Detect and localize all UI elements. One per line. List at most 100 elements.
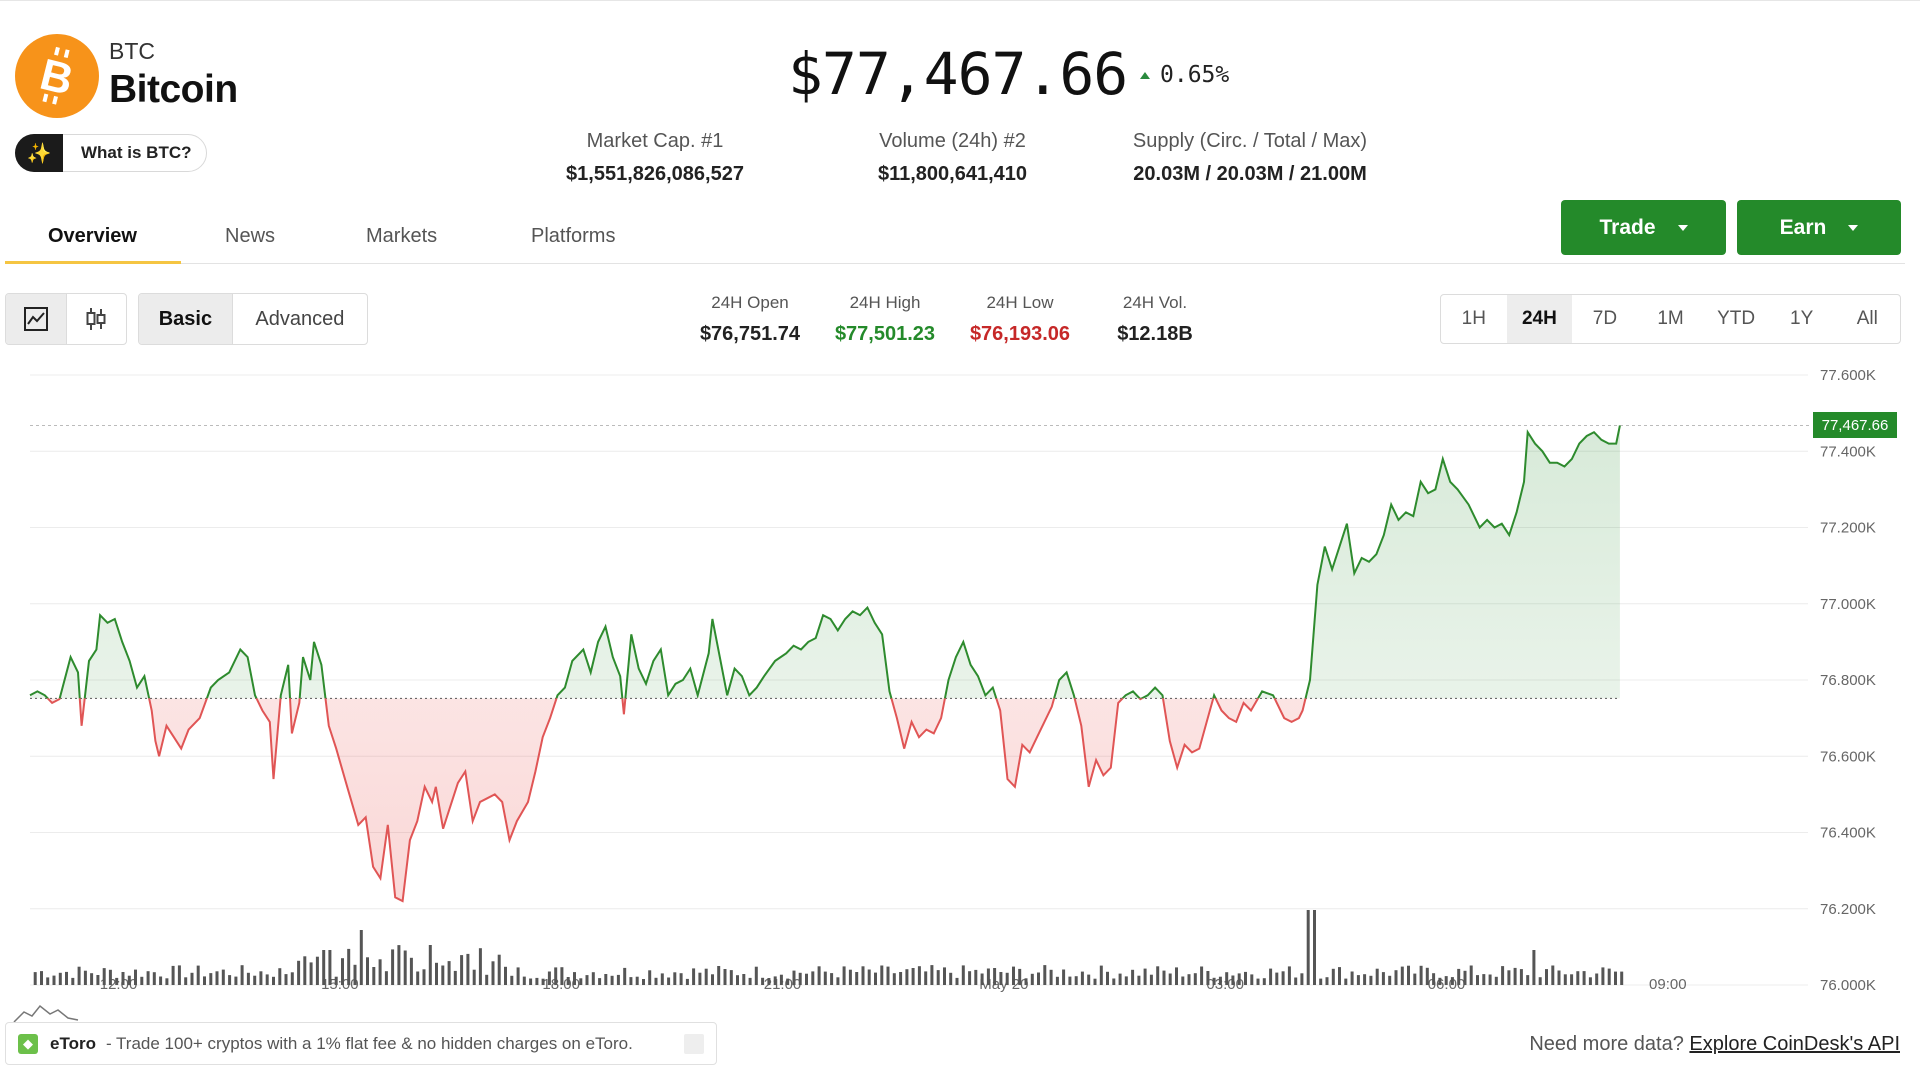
volume-bar [472,969,476,985]
volume-bar [40,971,43,985]
volume-bar [1055,976,1059,985]
range-all[interactable]: All [1856,308,1878,329]
volume-bar [930,965,934,985]
range-1y[interactable]: 1Y [1790,308,1814,329]
volume-bar [1244,971,1247,985]
trade-button[interactable]: Trade [1561,200,1726,255]
sponsored-ad[interactable]: ◆ eToro - Trade 100+ cryptos with a 1% f… [5,1022,717,1065]
explore-api-link[interactable]: Explore CoinDesk's API [1689,1033,1900,1055]
volume-bar [1131,969,1135,985]
volume-bar [936,970,940,985]
tab-overview[interactable]: Overview [48,225,137,247]
tab-markets[interactable]: Markets [366,225,438,247]
volume-bar [917,966,921,985]
range-1h[interactable]: 1H [1461,308,1486,329]
volume-bar [704,968,708,985]
volume-bar [660,973,664,985]
volume-bar [1369,975,1373,985]
ad-info-icon[interactable] [684,1033,704,1054]
volume-bar [1570,974,1574,985]
volume-bar [278,968,282,985]
volume-bar [1049,969,1053,985]
volume-bar [773,976,777,985]
volume-bar [1620,971,1624,985]
tab-platforms[interactable]: Platforms [531,225,616,247]
volume-bar [228,975,232,985]
price-chart[interactable]: 77.600K 77.400K 77.200K 77.000K 76.800K 76.60… [0,360,1920,1000]
volume-bar [817,966,821,985]
trade-label: Trade [1599,215,1656,239]
volume-bar [679,973,683,985]
basic-mode-button[interactable]: Basic [139,294,232,344]
volume-bar [428,945,432,985]
price-change: 0.65% [1140,62,1229,88]
volume-bar [403,950,407,985]
advanced-mode-button[interactable]: Advanced [231,294,367,344]
volume-bar [1275,972,1279,985]
volume-bar [1206,971,1210,985]
open-label: 24H Open [711,293,789,312]
volume-bar [541,978,545,985]
y-tick-label: 76.200K [1820,901,1876,918]
volume-bar [986,968,990,985]
volume-bar [1256,978,1260,985]
y-tick-label: 77.200K [1820,520,1876,537]
volume-bar [1212,977,1216,985]
supply-value: 20.03M / 20.03M / 21.00M [1133,163,1367,185]
volume-bar [1363,974,1367,985]
volume-bar [146,971,150,985]
volume-bar [1281,971,1285,985]
y-tick-label: 77.400K [1820,443,1876,460]
range-1m[interactable]: 1M [1657,308,1684,329]
volume-bar [642,979,645,985]
volume-bar [466,953,470,985]
range-24h[interactable]: 24H [1506,295,1573,343]
volume-bar [290,972,294,985]
volume-bar [899,972,903,985]
volume-bar [635,976,639,985]
volume-bar [108,969,112,985]
volume-bar [1080,971,1084,985]
volume-bar [497,954,501,985]
volume-bar [980,973,984,985]
volume-bar [234,976,238,985]
range-7d[interactable]: 7D [1592,308,1618,329]
volume-bar [190,972,194,985]
volume-bar [547,971,551,985]
volume-bar [886,966,890,985]
candlestick-button[interactable] [65,294,127,344]
volume-bar [1156,966,1160,985]
volume-bar [1037,972,1040,985]
volume-bar [253,975,257,985]
line-chart-button[interactable] [6,294,66,344]
volume-bar [861,966,865,985]
volume-bar [566,977,570,985]
market-cap-value: $1,551,826,086,527 [566,163,744,185]
volume-bar [1576,971,1580,985]
volume-bar [341,958,344,985]
volume-bar [1394,970,1398,985]
volume-bar [1313,910,1316,985]
volume-bar [1250,974,1254,985]
volume-bar [1162,970,1166,985]
range-ytd[interactable]: YTD [1717,308,1756,329]
volume-bar [58,972,62,985]
volume-bar [654,977,658,985]
volume-bar [134,969,137,985]
vol-label: 24H Vol. [1122,293,1188,312]
earn-button[interactable]: Earn [1737,200,1901,255]
volume-bar [1193,973,1197,985]
volume-bar [798,972,802,985]
what-is-btc-button[interactable]: ✨ What is BTC? [15,134,207,172]
volume-bar [1287,966,1291,985]
volume-bar [1388,975,1392,985]
market-cap-stat: Market Cap. #1 $1,551,826,086,527 [540,130,770,186]
y-tick-label: 76.600K [1820,748,1876,765]
mini-chart-icon [13,1004,79,1023]
tab-news[interactable]: News [225,225,276,247]
volume-bar [892,973,896,985]
volume-bar [717,966,721,985]
volume-bar [1501,966,1505,985]
current-price: $77,467.66 [788,40,1128,108]
chart-mode-toggle: Basic Advanced [138,293,368,345]
